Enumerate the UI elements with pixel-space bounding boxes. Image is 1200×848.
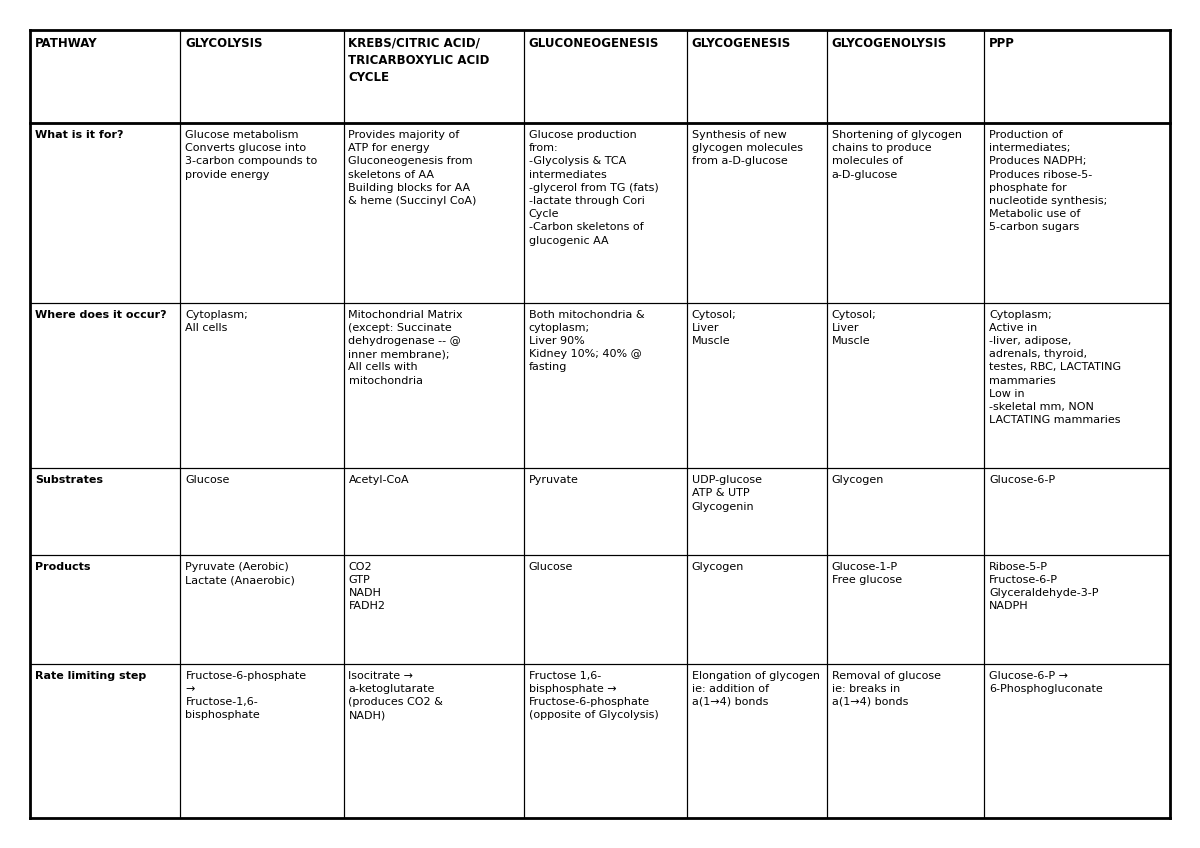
Text: Products: Products <box>35 562 90 572</box>
Bar <box>686 123 827 303</box>
Text: Production of
intermediates;
Produces NADPH;
Produces ribose-5-
phosphate for
nu: Production of intermediates; Produces NA… <box>989 130 1108 232</box>
Bar <box>827 123 984 303</box>
Text: Cytoplasm;
All cells: Cytoplasm; All cells <box>186 310 248 333</box>
Bar <box>686 30 827 123</box>
Bar <box>984 663 1170 818</box>
Bar <box>343 123 523 303</box>
Bar <box>984 123 1170 303</box>
Bar <box>30 468 180 555</box>
Bar <box>180 468 343 555</box>
Bar <box>984 30 1170 123</box>
Text: Glucose: Glucose <box>529 562 572 572</box>
Text: Rate limiting step: Rate limiting step <box>35 671 146 681</box>
Text: Cytosol;
Liver
Muscle: Cytosol; Liver Muscle <box>691 310 737 346</box>
Bar <box>343 303 523 468</box>
Text: Fructose-6-phosphate
→
Fructose-1,6-
bisphosphate: Fructose-6-phosphate → Fructose-1,6- bis… <box>186 671 307 720</box>
Text: Ribose-5-P
Fructose-6-P
Glyceraldehyde-3-P
NADPH: Ribose-5-P Fructose-6-P Glyceraldehyde-3… <box>989 562 1099 611</box>
Text: Isocitrate →
a-ketoglutarate
(produces CO2 &
NADH): Isocitrate → a-ketoglutarate (produces C… <box>348 671 443 720</box>
Bar <box>343 555 523 663</box>
Bar <box>827 30 984 123</box>
Text: PPP: PPP <box>989 37 1015 50</box>
Bar <box>827 468 984 555</box>
Bar <box>30 30 180 123</box>
Bar <box>984 555 1170 663</box>
Text: Removal of glucose
ie: breaks in
a(1→4) bonds: Removal of glucose ie: breaks in a(1→4) … <box>832 671 941 707</box>
Bar <box>180 123 343 303</box>
Text: Glycogen: Glycogen <box>691 562 744 572</box>
Text: Pyruvate (Aerobic)
Lactate (Anaerobic): Pyruvate (Aerobic) Lactate (Anaerobic) <box>186 562 295 585</box>
Text: GLYCOGENESIS: GLYCOGENESIS <box>691 37 791 50</box>
Bar <box>686 555 827 663</box>
Text: KREBS/CITRIC ACID/
TRICARBOXYLIC ACID
CYCLE: KREBS/CITRIC ACID/ TRICARBOXYLIC ACID CY… <box>348 37 490 84</box>
Bar <box>686 303 827 468</box>
Bar <box>343 30 523 123</box>
Text: Shortening of glycogen
chains to produce
molecules of
a-D-glucose: Shortening of glycogen chains to produce… <box>832 130 962 180</box>
Text: Glucose-1-P
Free glucose: Glucose-1-P Free glucose <box>832 562 902 585</box>
Bar <box>686 663 827 818</box>
Bar <box>30 663 180 818</box>
Text: UDP-glucose
ATP & UTP
Glycogenin: UDP-glucose ATP & UTP Glycogenin <box>691 475 762 511</box>
Bar <box>523 30 686 123</box>
Text: Cytoplasm;
Active in
-liver, adipose,
adrenals, thyroid,
testes, RBC, LACTATING
: Cytoplasm; Active in -liver, adipose, ad… <box>989 310 1121 425</box>
Bar <box>30 555 180 663</box>
Text: Elongation of glycogen
ie: addition of
a(1→4) bonds: Elongation of glycogen ie: addition of a… <box>691 671 820 707</box>
Text: GLYCOLYSIS: GLYCOLYSIS <box>186 37 263 50</box>
Bar <box>30 123 180 303</box>
Bar <box>686 468 827 555</box>
Bar <box>523 663 686 818</box>
Text: GLUCONEOGENESIS: GLUCONEOGENESIS <box>529 37 659 50</box>
Bar <box>984 303 1170 468</box>
Text: Glucose: Glucose <box>186 475 230 485</box>
Bar <box>827 303 984 468</box>
Bar <box>180 30 343 123</box>
Bar <box>30 303 180 468</box>
Bar <box>523 468 686 555</box>
Text: Cytosol;
Liver
Muscle: Cytosol; Liver Muscle <box>832 310 877 346</box>
Bar <box>180 663 343 818</box>
Text: Substrates: Substrates <box>35 475 103 485</box>
Text: Glucose-6-P: Glucose-6-P <box>989 475 1055 485</box>
Text: Synthesis of new
glycogen molecules
from a-D-glucose: Synthesis of new glycogen molecules from… <box>691 130 803 166</box>
Text: Glucose production
from:
-Glycolysis & TCA
intermediates
-glycerol from TG (fats: Glucose production from: -Glycolysis & T… <box>529 130 659 246</box>
Bar <box>180 303 343 468</box>
Bar <box>523 123 686 303</box>
Text: CO2
GTP
NADH
FADH2: CO2 GTP NADH FADH2 <box>348 562 385 611</box>
Text: Acetyl-CoA: Acetyl-CoA <box>348 475 409 485</box>
Text: Provides majority of
ATP for energy
Gluconeogenesis from
skeletons of AA
Buildin: Provides majority of ATP for energy Gluc… <box>348 130 476 206</box>
Text: Mitochondrial Matrix
(except: Succinate
dehydrogenase -- @
inner membrane);
All : Mitochondrial Matrix (except: Succinate … <box>348 310 463 386</box>
Text: Where does it occur?: Where does it occur? <box>35 310 167 320</box>
Text: Both mitochondria &
cytoplasm;
Liver 90%
Kidney 10%; 40% @
fasting: Both mitochondria & cytoplasm; Liver 90%… <box>529 310 644 372</box>
Text: What is it for?: What is it for? <box>35 130 124 140</box>
Bar <box>523 303 686 468</box>
Text: Fructose 1,6-
bisphosphate →
Fructose-6-phosphate
(opposite of Glycolysis): Fructose 1,6- bisphosphate → Fructose-6-… <box>529 671 659 720</box>
Text: Glucose metabolism
Converts glucose into
3-carbon compounds to
provide energy: Glucose metabolism Converts glucose into… <box>186 130 318 180</box>
Bar <box>343 468 523 555</box>
Text: Glucose-6-P →
6-Phosphogluconate: Glucose-6-P → 6-Phosphogluconate <box>989 671 1103 694</box>
Bar <box>180 555 343 663</box>
Bar <box>827 555 984 663</box>
Text: GLYCOGENOLYSIS: GLYCOGENOLYSIS <box>832 37 947 50</box>
Bar <box>343 663 523 818</box>
Text: Glycogen: Glycogen <box>832 475 884 485</box>
Bar <box>827 663 984 818</box>
Bar <box>523 555 686 663</box>
Bar <box>984 468 1170 555</box>
Text: PATHWAY: PATHWAY <box>35 37 97 50</box>
Text: Pyruvate: Pyruvate <box>529 475 578 485</box>
